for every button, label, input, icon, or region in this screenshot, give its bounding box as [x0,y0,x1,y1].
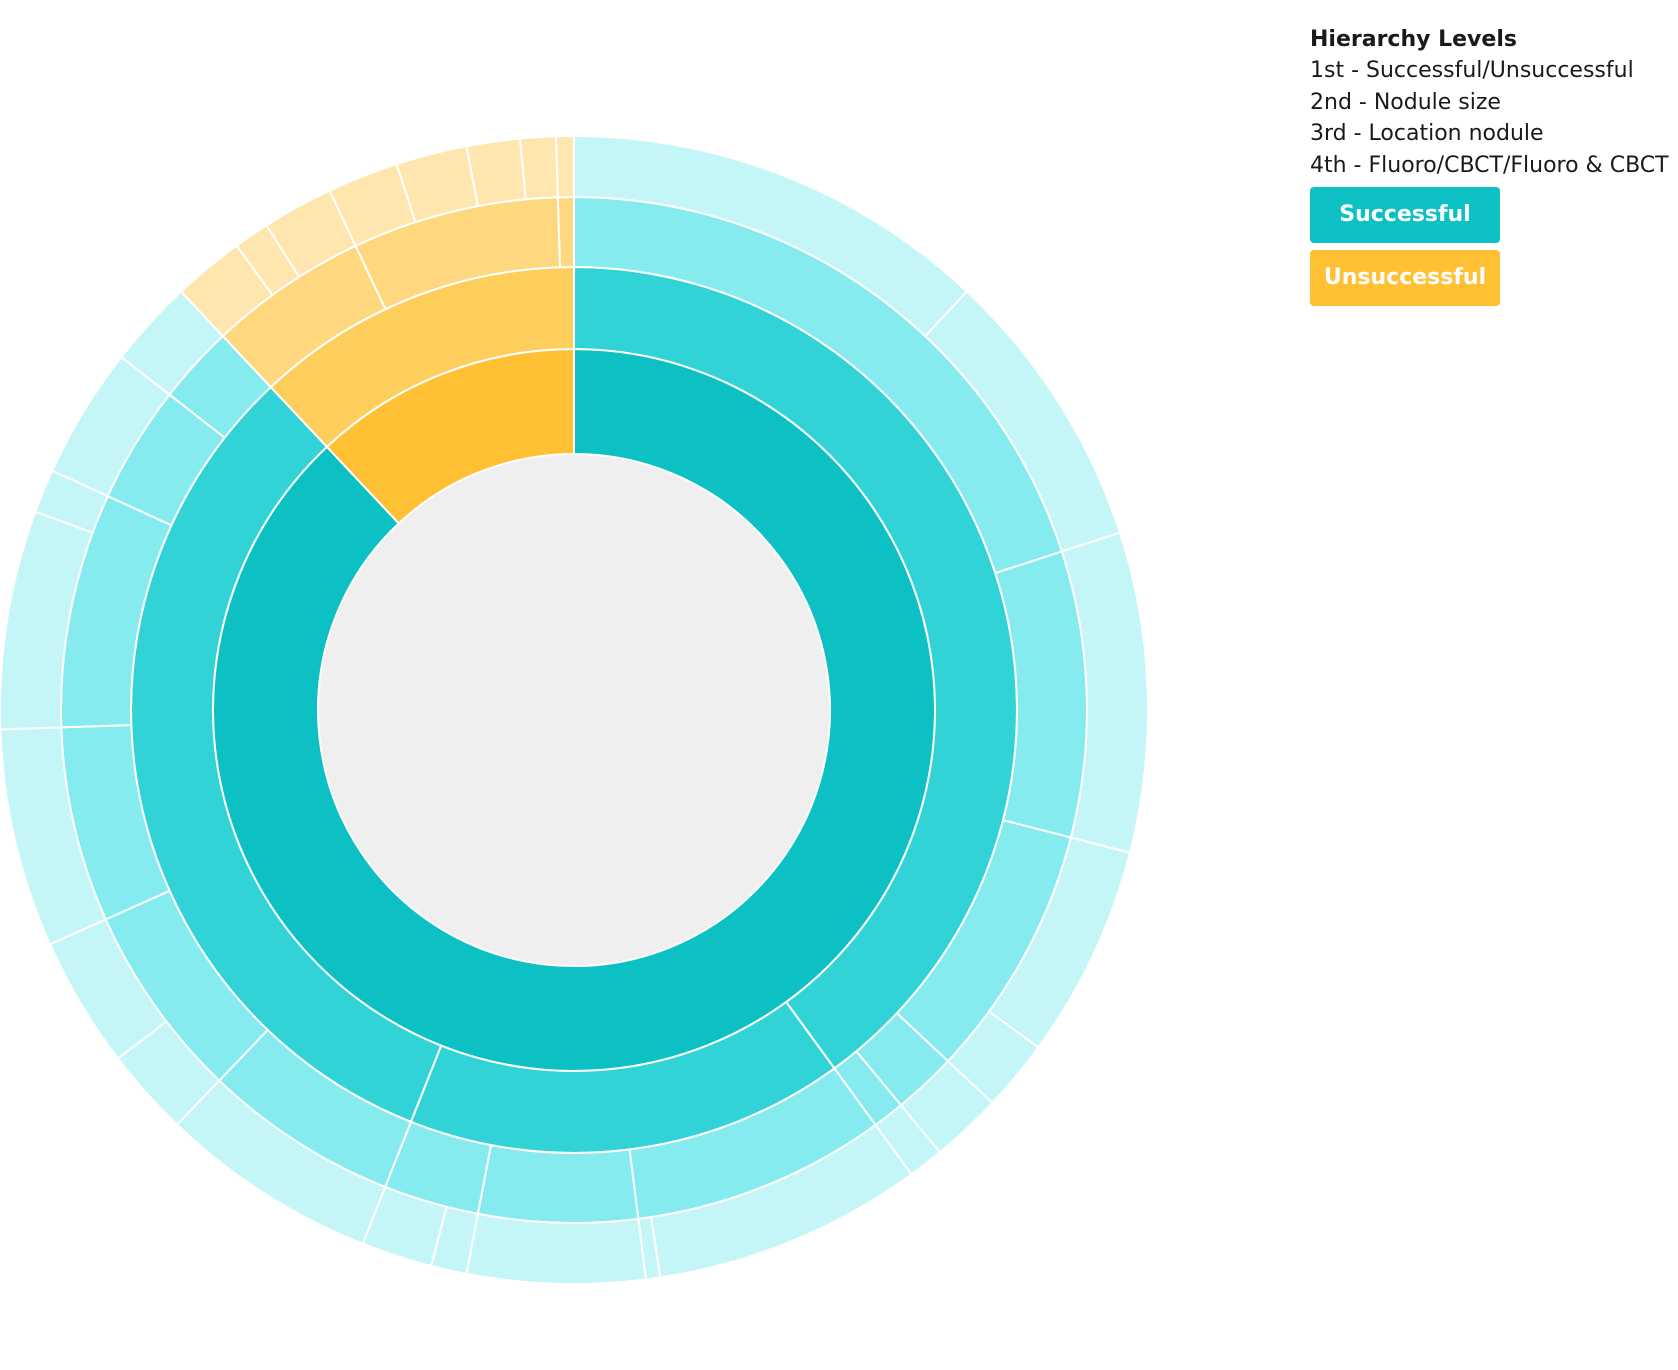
legend-level-4: 4th - Fluoro/CBCT/Fluoro & CBCT [1310,152,1669,178]
legend-chip-successful[interactable]: Successful [1310,187,1500,243]
sunburst-segment-successful-level4-1-2-2-1[interactable] [465,1212,648,1285]
sunburst-arcs [0,134,1149,1285]
legend-level-3: 3rd - Location nodule [1310,121,1544,146]
sunburst-chart [0,134,1149,1285]
legend-level-2: 2nd - Nodule size [1310,89,1501,115]
legend-level-1: 1st - Successful/Unsuccessful [1310,58,1634,83]
sunburst-segment-unsuccessful-level4-2-1-2-3[interactable] [465,137,527,208]
sunburst-segment-successful-level3-1-2-2[interactable] [476,1143,640,1224]
sunburst-segment-unsuccessful-level4-2-1-2-4[interactable] [518,135,559,201]
legend: Hierarchy Levels 1st - Successful/Unsucc… [1310,24,1669,306]
legend-chip-unsuccessful[interactable]: Unsuccessful [1310,250,1500,306]
sunburst-center [318,454,830,966]
legend-title: Hierarchy Levels [1310,27,1517,52]
sunburst-segment-unsuccessful-level4-2-1-3-1[interactable] [554,134,575,199]
sunburst-segment-unsuccessful-level3-2-1-3[interactable] [556,195,575,269]
